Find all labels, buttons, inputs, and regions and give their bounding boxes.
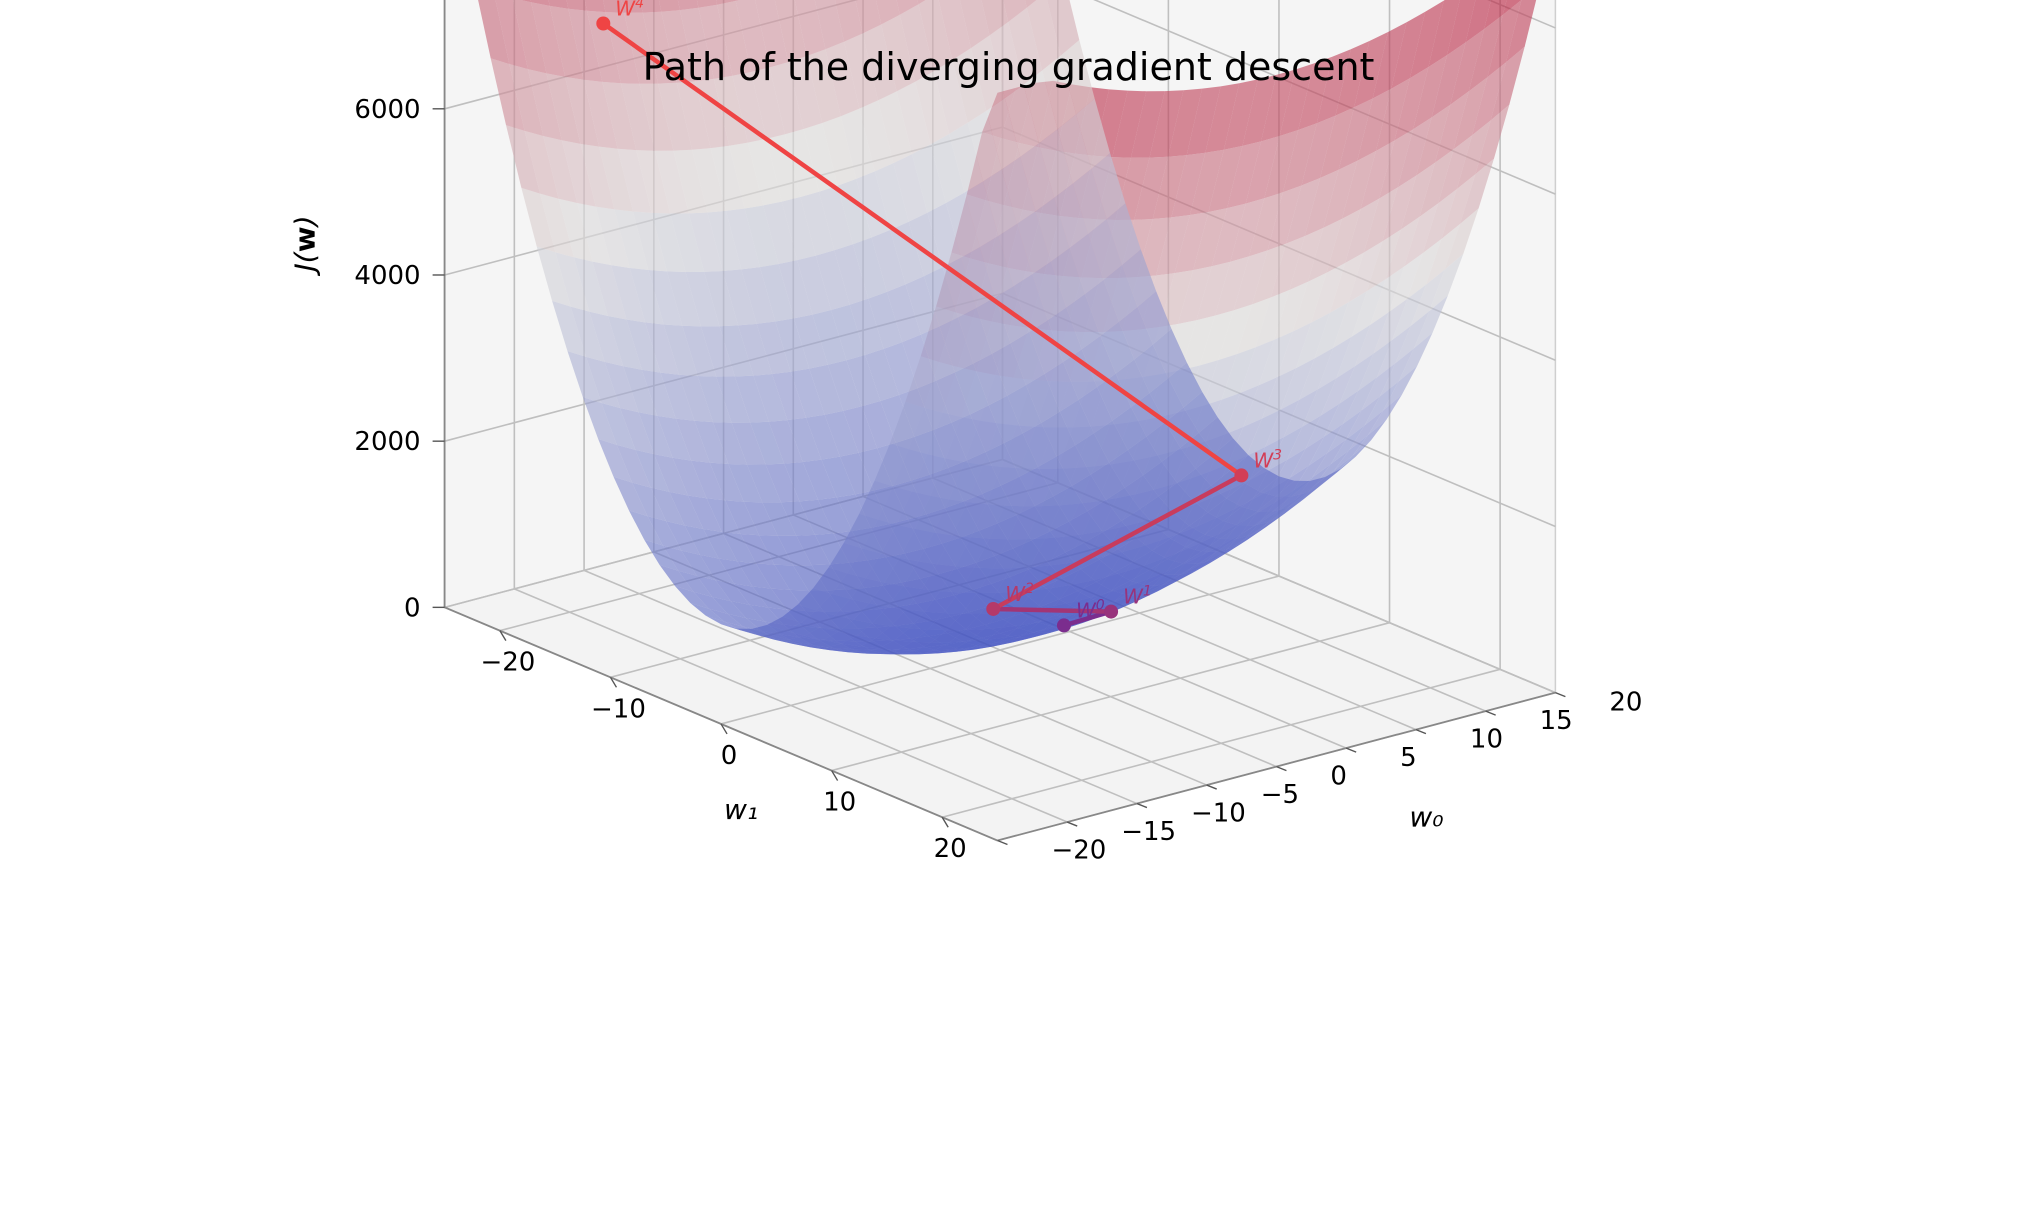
ztick-1: 2000 [354,427,420,457]
ytick-7: 15 [1540,706,1573,736]
xlabel: w₁ [724,793,758,826]
path-point-w0 [1057,618,1071,632]
ylabel: w₀ [1409,801,1443,834]
ytick-4: 0 [1330,762,1347,792]
xtick-1: −10 [591,694,646,724]
xtick-3: 10 [823,788,856,818]
path-point-w3 [1234,468,1248,482]
ztick-2: 4000 [354,261,420,291]
chart-title: Path of the diverging gradient descent [643,45,1375,89]
xtick-4: 20 [934,834,967,864]
ytick-3: −5 [1261,780,1299,810]
ytick-8: 20 [1609,688,1642,718]
ztick-0: 0 [404,593,421,623]
path-point-w2 [986,602,1000,616]
zlabel: J(w) [289,215,322,276]
chart-3d: W0W1W2W3W4−20−1001020−20−15−10−505101520… [0,0,2017,1212]
ytick-6: 10 [1470,725,1503,755]
path-point-w4 [596,17,610,31]
ytick-1: −15 [1121,817,1176,847]
ztick-3: 6000 [354,95,420,125]
ytick-0: −20 [1051,836,1106,866]
ytick-2: −10 [1191,799,1246,829]
xtick-0: −20 [480,648,535,678]
path-point-w1 [1104,605,1118,619]
ytick-5: 5 [1400,743,1417,773]
xtick-2: 0 [721,741,738,771]
